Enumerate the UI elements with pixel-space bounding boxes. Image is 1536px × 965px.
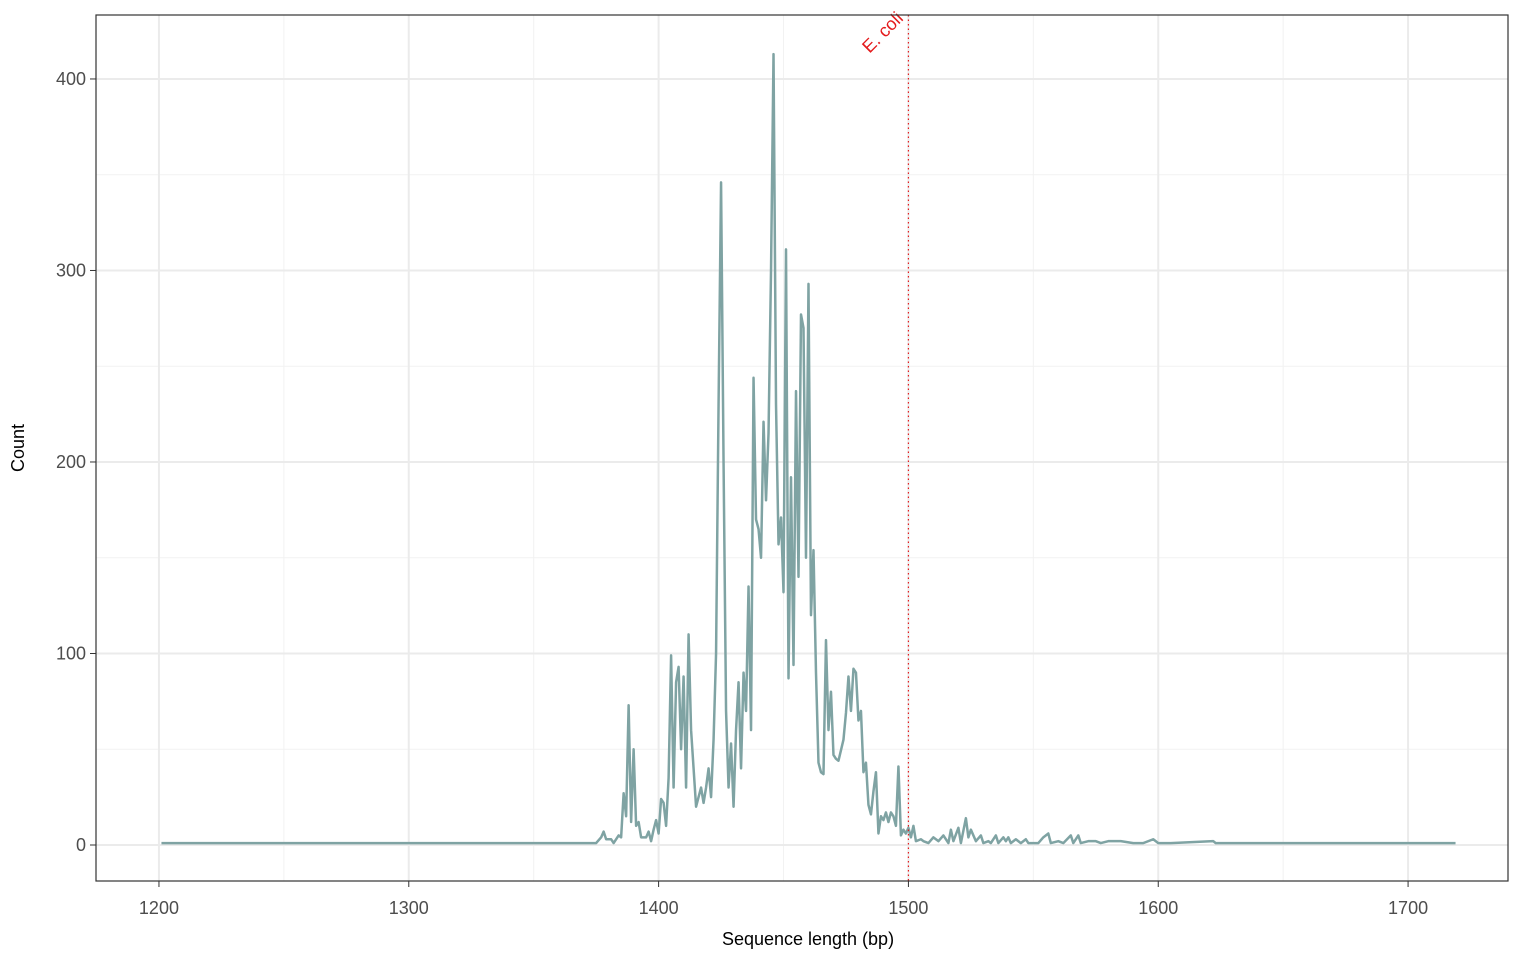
x-tick-label: 1400 [639,898,679,918]
x-tick-label: 1300 [389,898,429,918]
y-axis-label: Count [8,424,28,472]
data-line [161,52,1456,845]
x-tick-label: 1700 [1388,898,1428,918]
panel-border [95,14,1509,882]
x-tick-label: 1500 [888,898,928,918]
y-tick-label: 400 [56,69,86,89]
y-tick-label: 200 [56,452,86,472]
x-tick-label: 1600 [1138,898,1178,918]
x-tick-label: 1200 [139,898,179,918]
y-tick-label: 100 [56,643,86,663]
y-tick-label: 300 [56,260,86,280]
y-tick-label: 0 [76,835,86,855]
x-axis-label: Sequence length (bp) [722,929,894,949]
